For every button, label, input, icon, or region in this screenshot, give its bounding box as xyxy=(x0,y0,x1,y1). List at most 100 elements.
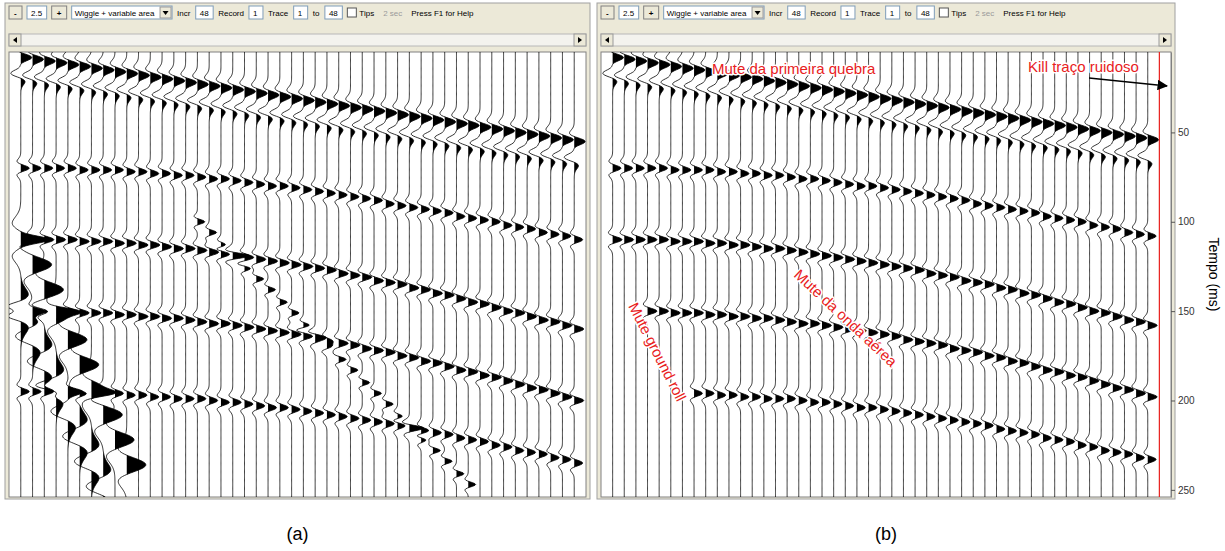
wiggle-trace xyxy=(684,52,705,497)
toolbar-text: to xyxy=(313,9,320,18)
wiggle-trace xyxy=(835,52,856,497)
wiggle-trace xyxy=(661,52,682,497)
toolbar-text: Trace xyxy=(860,9,881,18)
annotation: Mute da primeira quebra xyxy=(712,60,876,77)
toolbar-text: 48 xyxy=(792,9,801,18)
variable-area xyxy=(21,52,50,497)
traces xyxy=(9,52,585,497)
toolbar-label: Incr xyxy=(177,9,191,18)
scroll-button xyxy=(601,34,613,46)
wiggle-trace xyxy=(1126,52,1147,497)
toolbar-button: + xyxy=(644,6,659,19)
toolbar-text: Record xyxy=(810,9,836,18)
wiggle-trace xyxy=(1138,52,1159,497)
variable-area xyxy=(1113,52,1124,497)
toolbar-text: Record xyxy=(218,9,244,18)
y-tick: 200 xyxy=(1171,395,1195,406)
toolbar-text: 1 xyxy=(845,9,850,18)
scroll-arrow xyxy=(1163,37,1167,43)
toolbar-field: 2.5 xyxy=(619,6,639,19)
toolbar-label: Record xyxy=(810,9,836,18)
panel-caption: (a) xyxy=(287,524,309,544)
toolbar-text: 48 xyxy=(329,9,338,18)
wiggle-trace xyxy=(317,52,338,497)
figure: - 2.5 + Wiggle + variable area Incr 48 Record 1… xyxy=(0,0,1225,551)
toolbar-text: - xyxy=(606,9,609,18)
wiggle-trace xyxy=(27,52,63,497)
variable-area xyxy=(139,52,150,497)
toolbar-label: Record xyxy=(218,9,244,18)
toolbar-label: Trace xyxy=(860,9,881,18)
scroll-button xyxy=(9,34,21,46)
wiggle-trace xyxy=(16,52,52,497)
variable-area xyxy=(480,52,491,497)
y-axis-title: Tempo (ms) xyxy=(1206,238,1222,312)
dropdown-arrow xyxy=(163,11,169,15)
variable-area xyxy=(374,52,385,497)
toolbar-text: 48 xyxy=(200,9,209,18)
wiggle-trace xyxy=(766,52,787,497)
wiggle-trace xyxy=(824,52,845,497)
variable-area xyxy=(613,52,624,497)
killed-trace xyxy=(1159,52,1160,497)
y-tick-mark xyxy=(1171,490,1175,491)
wiggle-trace xyxy=(754,52,775,497)
scroll-arrow xyxy=(578,37,582,43)
wiggle-trace xyxy=(638,52,659,497)
variable-area xyxy=(729,52,740,497)
toolbar-text: + xyxy=(57,9,62,18)
variable-area xyxy=(468,52,479,497)
variable-area xyxy=(33,52,52,497)
toolbar: -2.5+Wiggle + variable areaIncr48Record1… xyxy=(601,6,1066,19)
variable-area xyxy=(562,52,573,497)
y-tick-label: 150 xyxy=(1178,306,1195,317)
toolbar-field: 48 xyxy=(196,6,213,19)
variable-area xyxy=(315,52,326,497)
variable-area xyxy=(103,52,122,497)
variable-area xyxy=(256,52,267,497)
variable-area xyxy=(962,52,973,497)
wiggle-trace xyxy=(482,52,503,497)
toolbar-label: Press F1 for Help xyxy=(1003,9,1066,18)
y-axis: 50100150200250 xyxy=(1171,53,1195,498)
variable-area xyxy=(174,52,185,497)
wiggle-trace xyxy=(517,52,538,497)
wiggle-trace xyxy=(258,52,279,497)
toolbar-label: Incr xyxy=(769,9,783,18)
variable-area xyxy=(1090,52,1101,497)
variable-area xyxy=(682,52,693,497)
toolbar-text: Press F1 for Help xyxy=(411,9,474,18)
scroll-arrow xyxy=(13,37,17,43)
variable-area xyxy=(1055,52,1066,497)
toolbar-label: to xyxy=(313,9,320,18)
variable-area xyxy=(115,52,134,497)
variable-area xyxy=(903,52,914,497)
annotation-arrow xyxy=(1089,78,1167,86)
wiggle-trace xyxy=(552,52,573,497)
field-box xyxy=(325,6,342,19)
wiggle-trace xyxy=(696,52,717,497)
variable-area xyxy=(636,52,647,497)
variable-area xyxy=(648,52,659,497)
toolbar-text: Wiggle + variable area xyxy=(75,9,155,18)
panel: -2.5+Wiggle + variable areaIncr48Record1… xyxy=(5,3,590,544)
wiggle-trace xyxy=(1103,52,1124,497)
variable-area xyxy=(197,52,208,497)
variable-area xyxy=(985,52,996,497)
variable-area xyxy=(775,52,786,497)
variable-area xyxy=(150,52,161,497)
toolbar-field: 48 xyxy=(788,6,805,19)
wiggle-trace xyxy=(270,52,291,497)
toolbar-text: + xyxy=(649,9,654,18)
field-box xyxy=(249,6,263,19)
toolbar-checkbox: Tips xyxy=(347,8,374,18)
wiggle-trace xyxy=(246,52,267,497)
wiggle-trace xyxy=(117,52,146,497)
scroll-track xyxy=(601,34,1171,46)
wiggle-trace xyxy=(541,52,562,497)
variable-area xyxy=(997,52,1008,497)
y-tick: 150 xyxy=(1171,306,1195,317)
variable-area xyxy=(1008,52,1019,497)
y-tick-label: 250 xyxy=(1178,485,1195,496)
variable-area xyxy=(706,52,717,497)
